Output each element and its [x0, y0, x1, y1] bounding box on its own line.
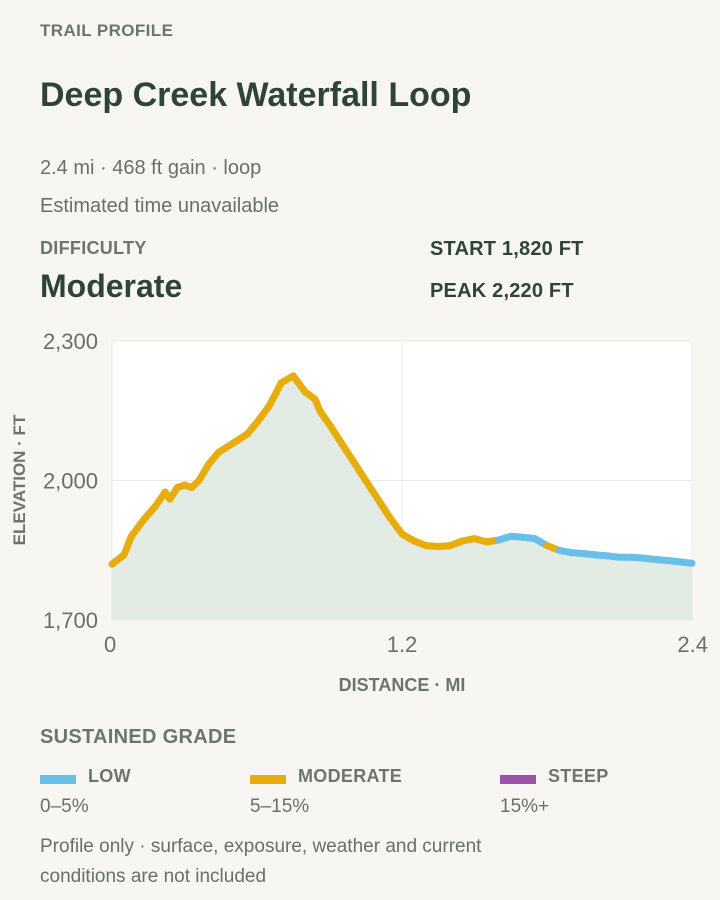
profile-segment [326, 421, 346, 447]
difficulty-value: Moderate [40, 268, 183, 304]
profile-segment [338, 439, 358, 466]
x-axis-ticks: 0 1.2 2.4 [104, 632, 708, 657]
legend-name: LOW [88, 766, 131, 786]
profile-segment [362, 477, 382, 503]
legend-swatch [500, 775, 536, 784]
difficulty-label: DIFFICULTY [40, 238, 147, 258]
legend-title: SUSTAINED GRADE [40, 726, 237, 748]
profile-segment [350, 458, 370, 484]
x-tick-label: 2.4 [677, 632, 708, 657]
y-tick-label: 2,300 [43, 329, 98, 354]
profile-segment [676, 558, 696, 567]
legend-range: 5–15% [250, 796, 310, 817]
legend-range: 15%+ [500, 796, 550, 817]
elevation-area [112, 375, 692, 620]
section-eyebrow: TRAIL PROFILE [40, 21, 174, 40]
trail-title: Deep Creek Waterfall Loop [40, 76, 472, 114]
profile-segment [265, 379, 285, 410]
y-tick-label: 2,000 [43, 469, 98, 494]
profile-segment [374, 495, 394, 522]
legend-range: 0–5% [40, 796, 89, 817]
legend-swatch [250, 775, 286, 784]
legend-name: MODERATE [298, 766, 403, 786]
start-elevation: START 1,820 FT [430, 238, 584, 260]
trail-meta: 2.4 mi · 468 ft gain · loop [40, 157, 262, 179]
x-axis-label: DISTANCE · MI [339, 675, 466, 695]
legend-swatch [40, 775, 76, 784]
profile-footnote: Profile only · surface, exposure, weathe… [40, 836, 482, 887]
time-estimate-note: Estimated time unavailable [40, 195, 280, 217]
x-tick-label: 0 [104, 632, 116, 657]
legend-name: STEEP [548, 766, 609, 786]
x-tick-label: 1.2 [387, 632, 418, 657]
y-axis-ticks: 2,300 2,000 1,700 [43, 329, 98, 633]
elevation-chart: 2,300 2,000 1,700 0 1.2 2.4 DISTANCE · MI EL… [10, 329, 708, 695]
peak-elevation: PEAK 2,220 FT [430, 280, 574, 302]
y-tick-label: 1,700 [43, 608, 98, 633]
y-axis-label: ELEVATION · FT [10, 414, 29, 545]
elevation-line [108, 372, 696, 568]
